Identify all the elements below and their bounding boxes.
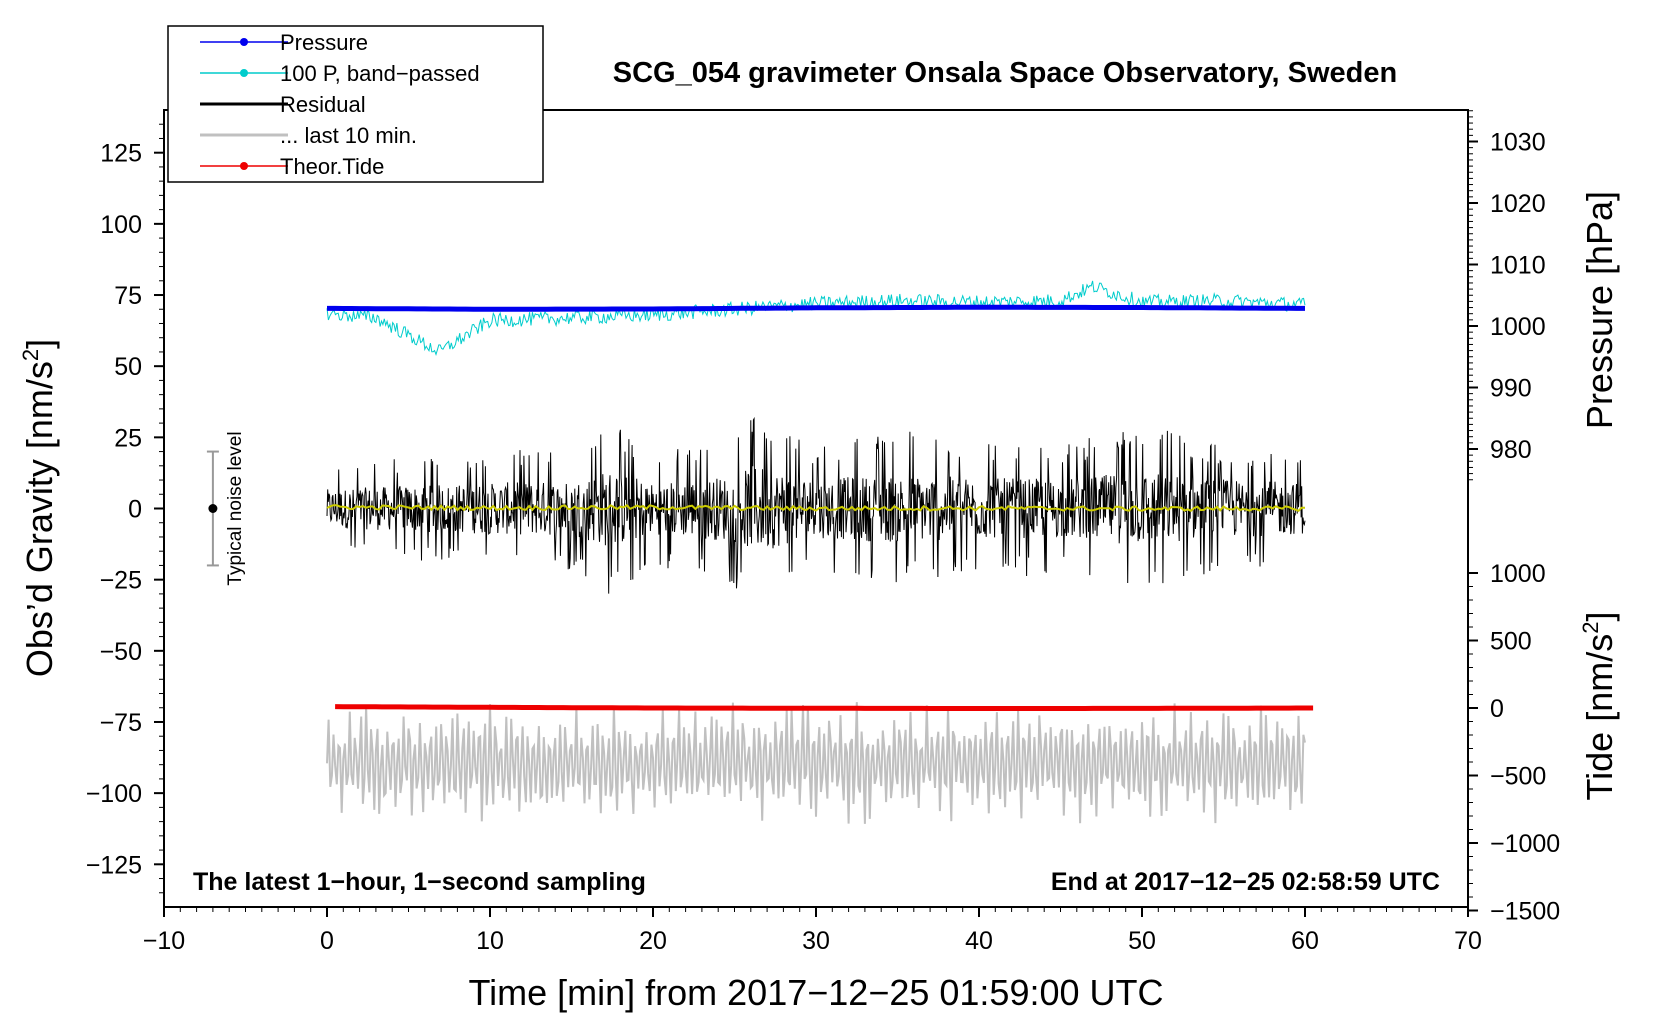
y-left-tick-label: −75 — [100, 709, 142, 737]
y-left-tick-label: 50 — [114, 353, 142, 381]
noise-level-label: Typical noise level — [225, 431, 246, 585]
labels-layer: SCG_054 gravimeter Onsala Space Observat… — [18, 57, 1620, 1013]
y-left-axis-label-sup: 2 — [18, 349, 43, 361]
tide-tick-label: 1000 — [1490, 560, 1546, 588]
legend-label: Theor.Tide — [280, 154, 384, 179]
chart-title: SCG_054 gravimeter Onsala Space Observat… — [613, 57, 1397, 89]
y-right-pressure-axis-label: Pressure [hPa] — [1579, 191, 1620, 429]
y-left-tick-label: −25 — [100, 567, 142, 595]
annotation-end-time: End at 2017−12−25 02:58:59 UTC — [1051, 868, 1440, 896]
legend-label: 100 P, band−passed — [280, 61, 480, 86]
y-left-tick-label: 100 — [100, 211, 142, 239]
y-left-tick-label: 0 — [128, 496, 142, 524]
series-theor-tide — [335, 704, 1314, 711]
y-left-axis-label: Obs’d Gravity [nm/s2] — [18, 339, 60, 677]
y-right-tide-axis-label-sup: 2 — [1578, 622, 1603, 634]
x-tick-label: −10 — [143, 927, 185, 955]
tide-tick-label: −1500 — [1490, 898, 1560, 926]
noise-level-center-dot — [208, 504, 218, 513]
tide-tick-label: −1000 — [1490, 830, 1560, 858]
x-tick-label: 0 — [320, 927, 334, 955]
data-layer: Typical noise level — [206, 280, 1314, 824]
legend-label: Pressure — [280, 30, 368, 55]
y-right-tide-axis-label: Tide [nm/s2] — [1578, 612, 1620, 801]
y-left-tick-label: 25 — [114, 424, 142, 452]
series-pressure-bandpassed — [326, 280, 1306, 356]
x-tick-label: 70 — [1454, 927, 1482, 955]
legend-item: Pressure — [200, 30, 368, 55]
legend-item: ... last 10 min. — [200, 123, 417, 148]
y-left-axis-label-main: Obs’d Gravity [nm/s — [19, 361, 60, 677]
legend-item: Residual — [200, 92, 366, 117]
pressure-tick-label: 1020 — [1490, 190, 1546, 218]
series-residual-smoothed — [326, 504, 1305, 512]
pressure-tick-label: 1010 — [1490, 252, 1546, 280]
x-tick-label: 40 — [965, 927, 993, 955]
y-right-tide-axis-label-main: Tide [nm/s — [1579, 634, 1620, 801]
noise-level-marker: Typical noise level — [206, 431, 246, 586]
legend-label: Residual — [280, 92, 366, 117]
pressure-tick-label: 1000 — [1490, 313, 1546, 341]
tide-tick-label: 500 — [1490, 628, 1532, 656]
x-tick-label: 30 — [802, 927, 830, 955]
y-left-tick-label: −125 — [86, 851, 142, 879]
tide-tick-label: 0 — [1490, 695, 1504, 723]
tide-tick-label: −500 — [1490, 763, 1546, 791]
series-residual — [326, 416, 1306, 594]
axes-layer: −10 0 10 20 30 40 50 60 701251007550250−25−50−75… — [86, 110, 1560, 955]
x-tick-label: 20 — [639, 927, 667, 955]
legend-item: Theor.Tide — [200, 154, 384, 179]
pressure-tick-label: 1030 — [1490, 129, 1546, 157]
legend-swatch-dot — [240, 69, 248, 77]
x-tick-label: 10 — [476, 927, 504, 955]
y-left-tick-label: 75 — [114, 282, 142, 310]
x-axis-label: Time [min] from 2017−12−25 01:59:00 UTC — [468, 972, 1163, 1013]
x-tick-label: 50 — [1128, 927, 1156, 955]
legend-swatch-dot — [240, 38, 248, 46]
legend-swatch-dot — [240, 162, 248, 170]
legend: Pressure 100 P, band−passed Residual ... la… — [167, 25, 544, 183]
annotation-sampling: The latest 1−hour, 1−second sampling — [193, 868, 646, 896]
legend-label: ... last 10 min. — [280, 123, 417, 148]
x-tick-label: 60 — [1291, 927, 1319, 955]
y-left-tick-label: −50 — [100, 638, 142, 666]
y-right-tide-axis-label-end: ] — [1579, 612, 1620, 622]
series-last-10-min — [326, 702, 1306, 824]
y-left-tick-label: −100 — [86, 780, 142, 808]
series-pressure — [327, 304, 1305, 312]
y-left-axis-label-end: ] — [19, 339, 60, 349]
legend-item: 100 P, band−passed — [200, 61, 480, 86]
pressure-tick-label: 990 — [1490, 375, 1532, 403]
y-left-tick-label: 125 — [100, 140, 142, 168]
pressure-tick-label: 980 — [1490, 436, 1532, 464]
